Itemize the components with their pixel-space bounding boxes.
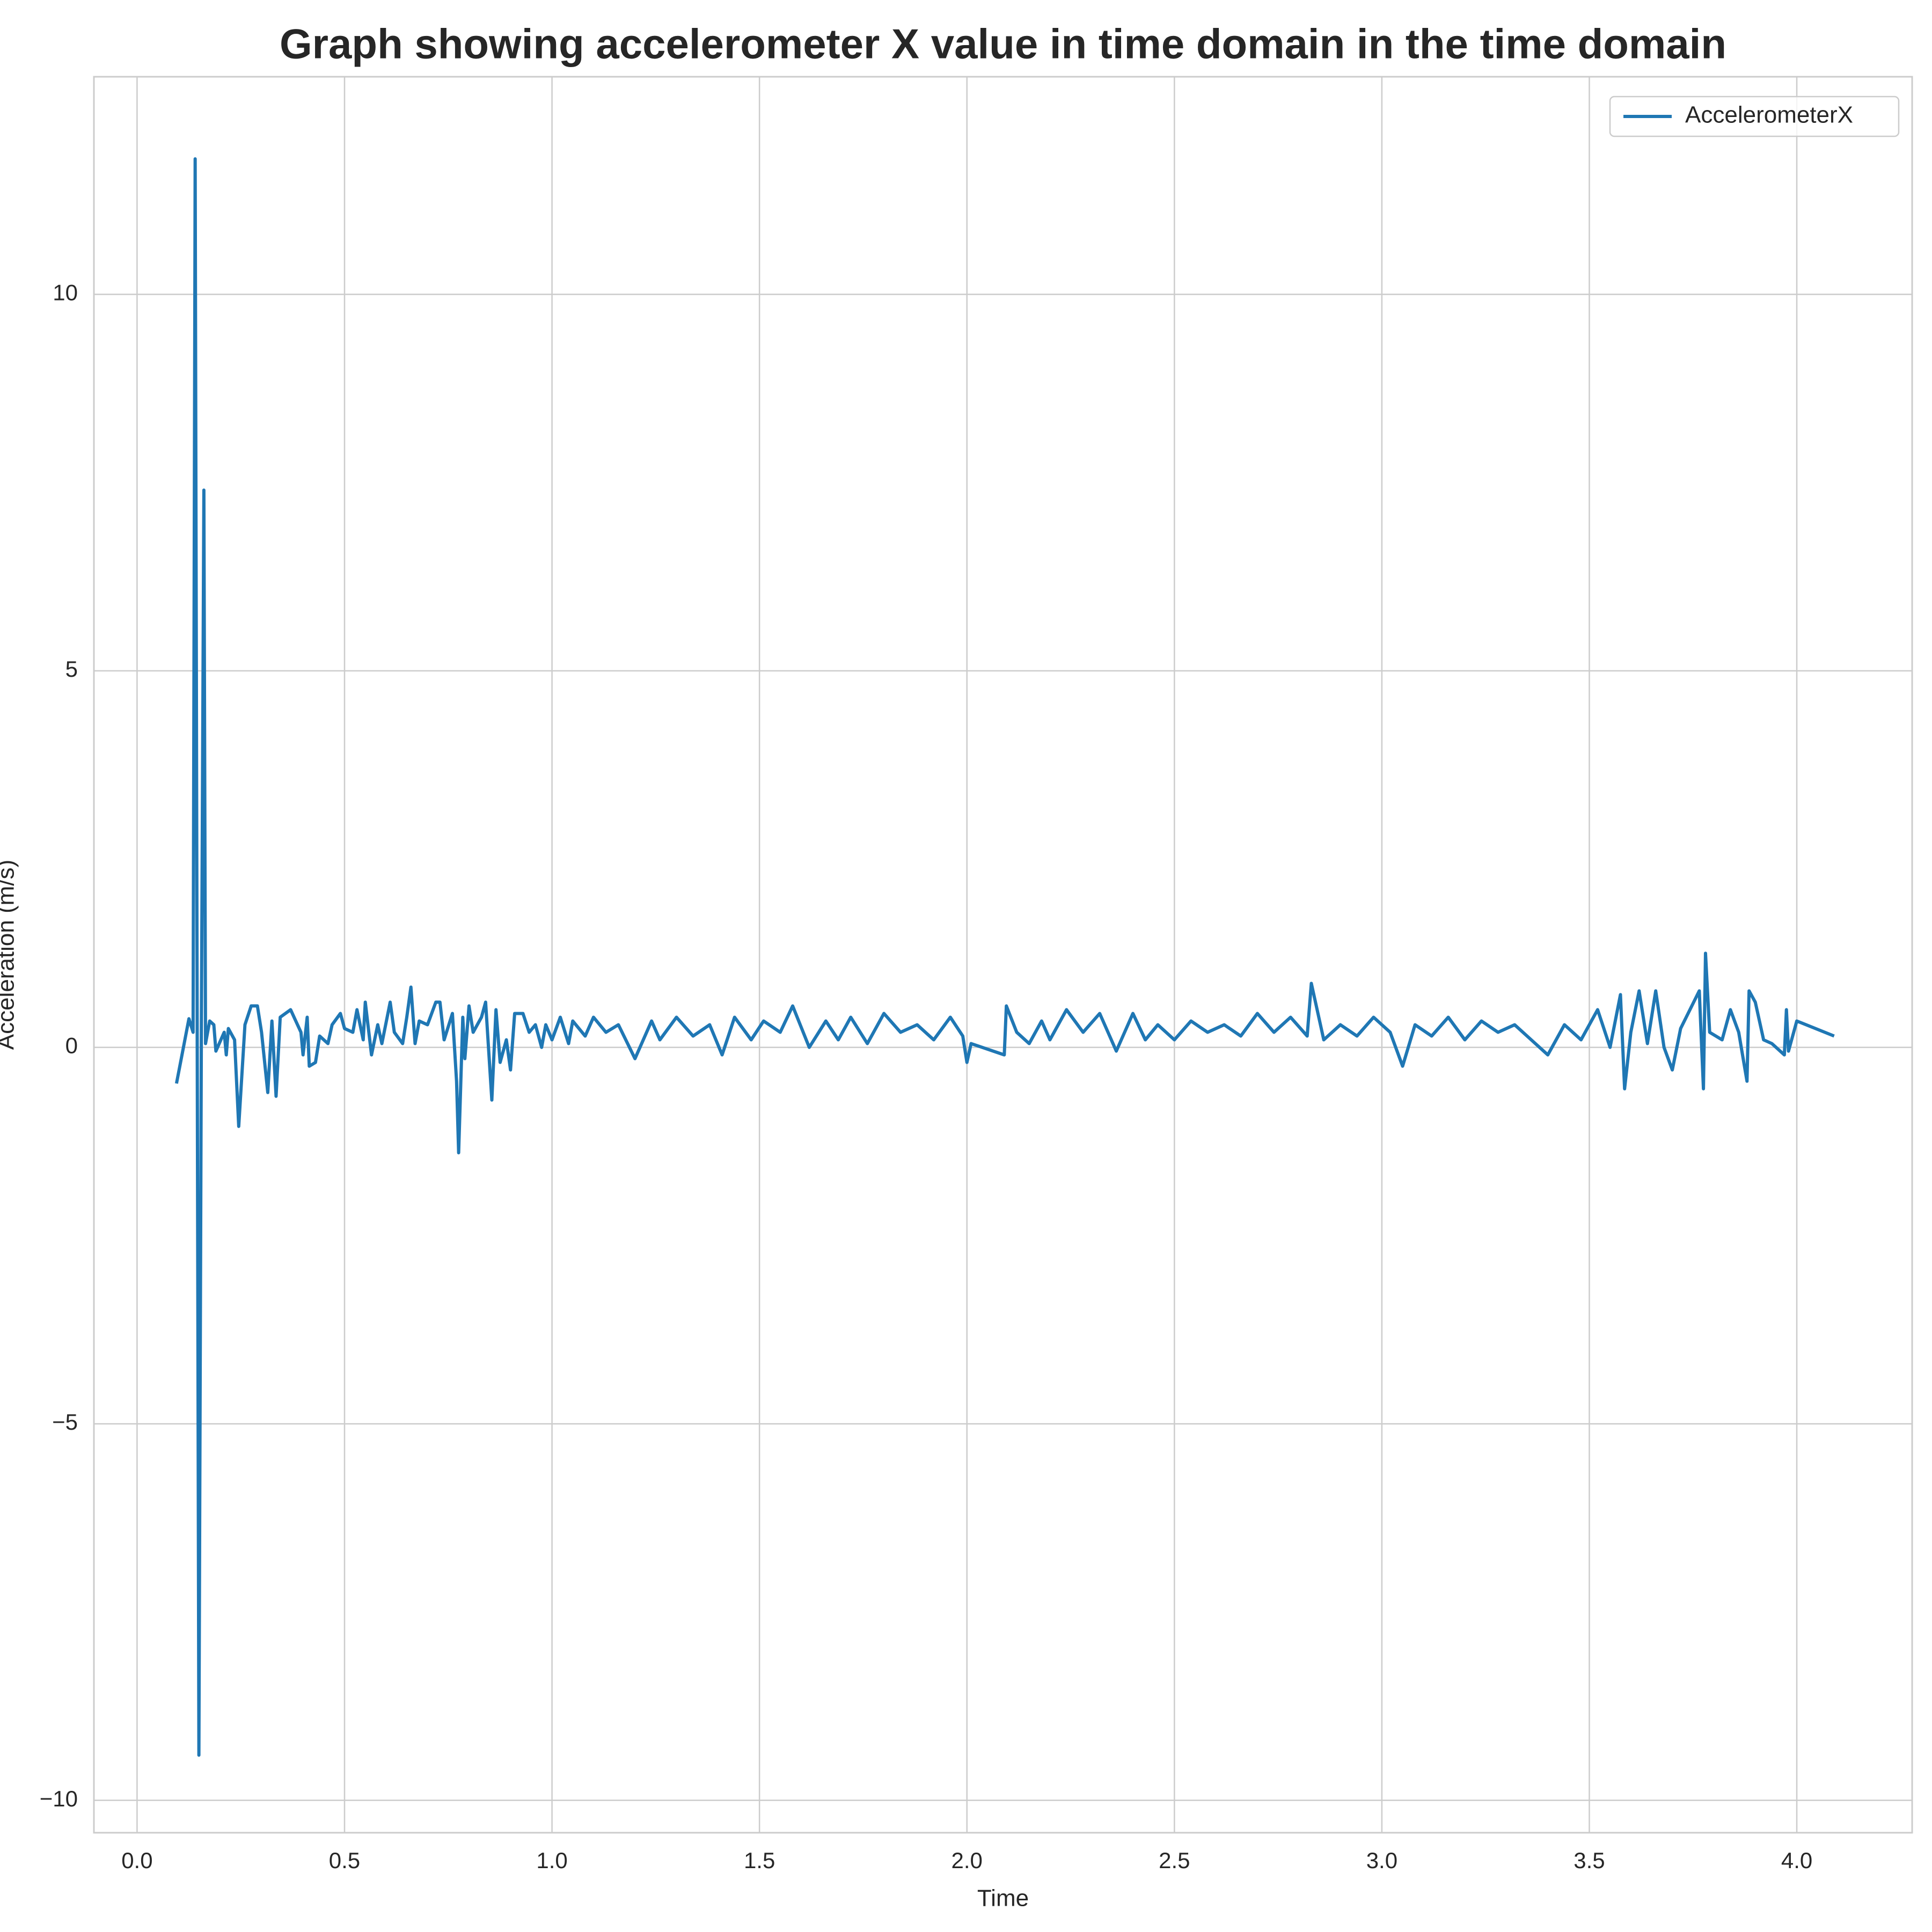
x-tick-label: 1.0 (536, 1848, 567, 1873)
y-tick-label: 5 (65, 656, 78, 682)
x-tick-label: 3.0 (1366, 1848, 1397, 1873)
y-tick-label: 10 (53, 280, 78, 305)
y-axis-label: Acceleration (m/s) (0, 860, 19, 1050)
y-tick-label: −5 (52, 1409, 78, 1435)
y-tick-label: 0 (65, 1033, 78, 1058)
chart-title: Graph showing accelerometer X value in t… (280, 20, 1726, 68)
x-tick-label: 0.0 (121, 1848, 152, 1873)
y-tick-label: −10 (40, 1786, 78, 1811)
x-axis-label: Time (977, 1885, 1029, 1912)
x-tick-label: 2.5 (1159, 1848, 1190, 1873)
x-tick-label: 1.5 (744, 1848, 775, 1873)
legend-label: AccelerometerX (1685, 102, 1853, 128)
legend: AccelerometerX (1609, 96, 1900, 137)
data-line (174, 157, 1835, 1757)
x-tick-label: 0.5 (329, 1848, 360, 1873)
x-tick-label: 4.0 (1781, 1848, 1812, 1873)
x-tick-label: 3.5 (1574, 1848, 1605, 1873)
legend-box (1609, 96, 1900, 137)
plot-frame (93, 76, 1913, 1834)
x-tick-label: 2.0 (952, 1848, 983, 1873)
